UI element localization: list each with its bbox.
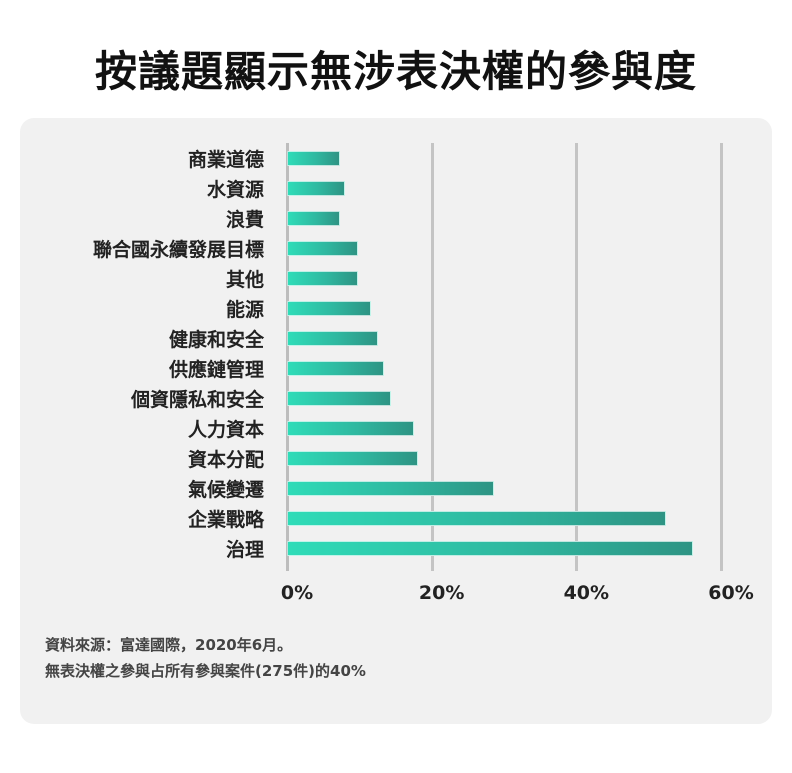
category-label: 人力資本 <box>187 419 264 441</box>
chart-title: 按議題顯示無涉表決權的參與度 <box>94 47 697 96</box>
category-label: 能源 <box>225 299 264 321</box>
category-label: 企業戰略 <box>187 509 264 531</box>
bar <box>287 331 378 346</box>
category-label: 其他 <box>225 269 264 291</box>
category-label: 健康和安全 <box>168 329 264 351</box>
bar <box>287 181 345 196</box>
x-tick-label: 0% <box>280 582 314 604</box>
bar-row: 個資隱私和安全 <box>0 385 792 415</box>
bar <box>287 271 358 286</box>
gridline <box>720 143 723 571</box>
category-label: 浪費 <box>225 209 264 231</box>
bar-row: 其他 <box>0 265 792 295</box>
bar-row: 聯合國永續發展目標 <box>0 235 792 265</box>
bar-row: 能源 <box>0 295 792 325</box>
category-label: 個資隱私和安全 <box>130 389 264 411</box>
bar-row: 治理 <box>0 535 792 565</box>
bar <box>287 451 418 466</box>
category-label: 治理 <box>225 539 264 561</box>
bar-row: 商業道德 <box>0 145 792 175</box>
bar-row: 健康和安全 <box>0 325 792 355</box>
bar <box>287 361 384 376</box>
bar <box>287 511 666 526</box>
category-label: 聯合國永續發展目標 <box>92 239 264 261</box>
bar <box>287 481 495 496</box>
bar-row: 人力資本 <box>0 415 792 445</box>
bar-row: 供應鏈管理 <box>0 355 792 385</box>
x-tick-label: 60% <box>708 582 754 604</box>
x-tick-label: 20% <box>418 582 465 604</box>
category-label: 商業道德 <box>187 149 264 171</box>
bar-row: 浪費 <box>0 205 792 235</box>
bar <box>287 421 415 436</box>
x-tick-label: 40% <box>563 582 610 604</box>
bar-row: 資本分配 <box>0 445 792 475</box>
bar-row: 企業戰略 <box>0 505 792 535</box>
bar <box>287 391 391 406</box>
bar <box>287 151 340 166</box>
category-label: 氣候變遷 <box>187 479 264 501</box>
bar-row: 氣候變遷 <box>0 475 792 505</box>
footnote: 無表決權之參與占所有參與案件(275件)的40% <box>45 662 366 680</box>
bar <box>287 541 694 556</box>
category-label: 水資源 <box>206 179 264 201</box>
bar-row: 水資源 <box>0 175 792 205</box>
bar <box>287 241 358 256</box>
gridline <box>430 143 434 571</box>
category-label: 供應鏈管理 <box>168 359 264 381</box>
bar <box>287 301 371 316</box>
bar <box>287 211 340 226</box>
source-note: 資料來源：富達國際，2020年6月。 <box>45 636 293 654</box>
category-label: 資本分配 <box>187 449 264 471</box>
y-axis-line <box>286 143 289 571</box>
gridline <box>575 143 579 571</box>
